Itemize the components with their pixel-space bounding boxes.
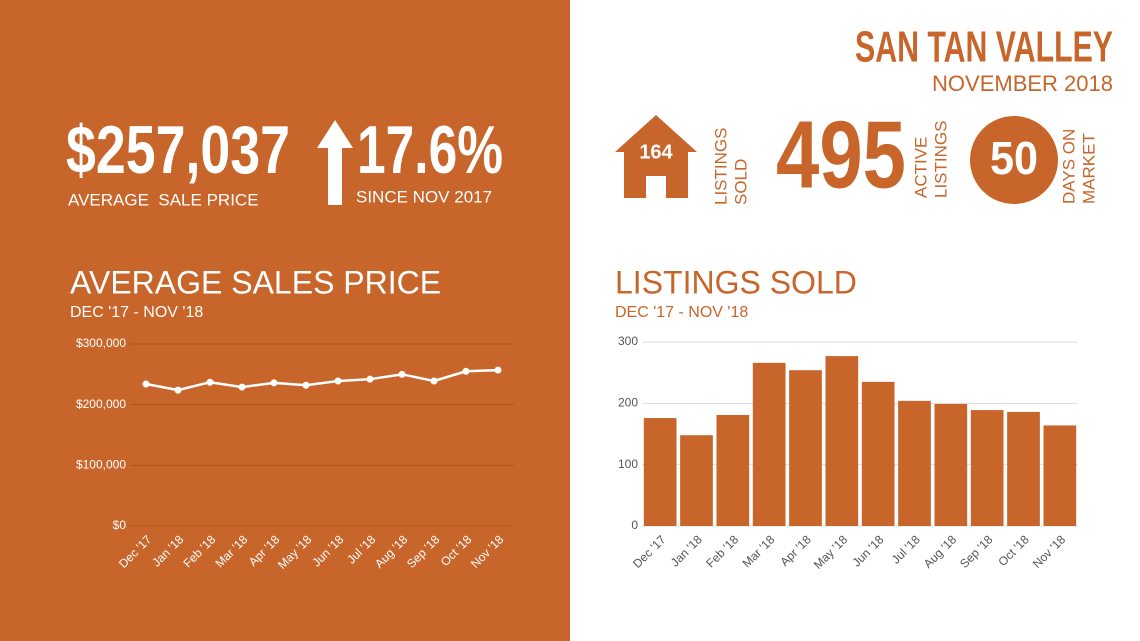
point bbox=[462, 367, 470, 375]
point bbox=[142, 380, 150, 388]
chart-subtitle: DEC '17 - NOV '18 bbox=[70, 304, 203, 321]
house-door bbox=[646, 176, 666, 198]
chart-subtitle: DEC '17 - NOV '18 bbox=[615, 304, 748, 321]
bar bbox=[680, 435, 713, 526]
bar bbox=[1043, 425, 1077, 526]
days-circle bbox=[970, 116, 1058, 204]
days-on-market-label: DAYS ON MARKET bbox=[1059, 129, 1098, 204]
house-icon bbox=[615, 115, 697, 198]
point bbox=[494, 366, 502, 374]
page-title: SAN TAN VALLEY bbox=[855, 23, 1113, 72]
active-listings-label: ACTIVE LISTINGS bbox=[911, 121, 950, 198]
point bbox=[174, 386, 182, 394]
label-line: SOLD bbox=[731, 159, 750, 205]
label-line: ACTIVE bbox=[911, 137, 930, 198]
bar bbox=[643, 418, 677, 526]
up-arrow bbox=[317, 120, 353, 205]
listings-sold-label: LISTINGS SOLD bbox=[711, 128, 750, 205]
chart-title: AVERAGE SALES PRICE bbox=[70, 264, 441, 300]
left-panel bbox=[0, 0, 570, 641]
active-listings-value: 495 bbox=[776, 101, 906, 208]
days-on-market-value: 50 bbox=[990, 132, 1038, 184]
average-price: $257,037 bbox=[66, 112, 290, 188]
point bbox=[270, 379, 278, 387]
line bbox=[145, 368, 499, 392]
y-tick-label: $100,000 bbox=[76, 458, 126, 472]
label-line: LISTINGS bbox=[931, 121, 950, 198]
chart-title: LISTINGS SOLD bbox=[615, 264, 857, 300]
point bbox=[238, 383, 246, 391]
bar bbox=[716, 414, 750, 526]
bar bbox=[752, 362, 786, 526]
bar bbox=[898, 400, 931, 526]
y-tick-label: 200 bbox=[618, 396, 638, 410]
y-tick-label: $300,000 bbox=[76, 336, 126, 350]
bar bbox=[861, 381, 895, 526]
bar bbox=[970, 410, 1004, 526]
y-tick-label: 100 bbox=[618, 457, 638, 471]
point bbox=[334, 377, 342, 385]
y-tick-label: 300 bbox=[618, 334, 638, 348]
label-line: LISTINGS bbox=[711, 128, 730, 205]
label-line: MARKET bbox=[1079, 133, 1098, 204]
point bbox=[430, 377, 438, 385]
y-tick-label: $0 bbox=[113, 518, 127, 532]
change-percent: 17.6% bbox=[357, 112, 503, 188]
point bbox=[206, 378, 214, 386]
point bbox=[302, 381, 310, 389]
bar bbox=[825, 356, 859, 526]
bar bbox=[1007, 411, 1040, 526]
bar bbox=[789, 370, 822, 526]
page-subtitle: NOVEMBER 2018 bbox=[932, 71, 1113, 96]
change-label: SINCE NOV 2017 bbox=[356, 187, 492, 206]
listings-sold-value: 164 bbox=[639, 141, 673, 163]
y-tick-label: 0 bbox=[631, 518, 638, 532]
average-price-label: AVERAGE SALE PRICE bbox=[68, 190, 259, 209]
point bbox=[366, 375, 374, 383]
y-tick-label: $200,000 bbox=[76, 397, 126, 411]
label-line: DAYS ON bbox=[1059, 129, 1078, 204]
bar bbox=[934, 403, 968, 526]
point bbox=[398, 370, 406, 378]
